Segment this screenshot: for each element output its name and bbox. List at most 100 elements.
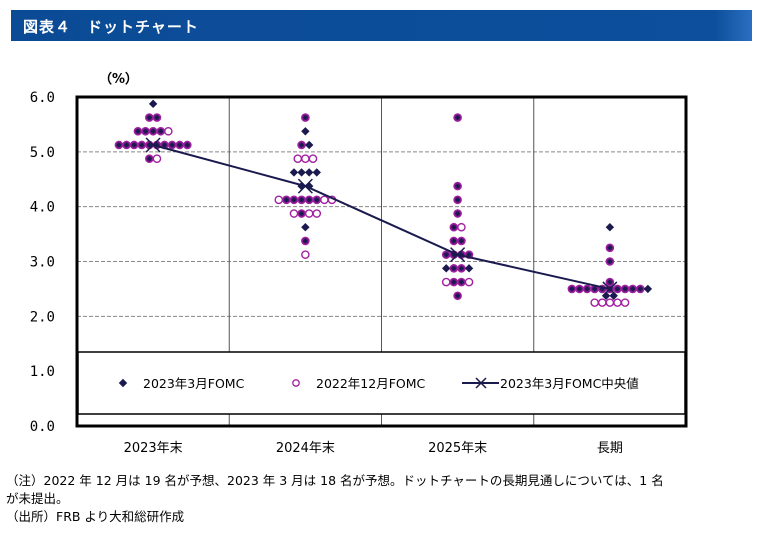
y-tick-label: 4.0 [30,200,55,216]
legend-label: 2022年12月FOMC [316,376,426,391]
open-circle-marker [320,195,329,205]
diamond-marker [135,128,141,134]
diamond-marker [124,142,130,148]
dot-markers [114,99,653,307]
diamond-marker [643,284,653,294]
open-circle-marker [613,298,622,307]
diamond-marker [630,286,636,292]
figure-header: 図表４ ドットチャート [11,10,752,41]
diamond-marker [607,279,613,285]
open-circle-marker [292,379,300,387]
diamond-marker [455,197,461,203]
open-circle-marker [605,298,615,307]
median-line [145,137,618,297]
diamond-marker [116,142,122,148]
diamond-marker [637,286,643,292]
diamond-marker [301,223,310,232]
open-circle-marker [464,277,474,287]
median-x-marker [602,281,618,297]
diamond-marker [569,286,575,292]
diamond-marker [146,156,152,162]
median-x-marker [475,377,487,389]
diamond-marker [146,115,152,121]
x-axis-label: 2025年末 [428,441,487,456]
figure-title: 図表４ ドットチャート [23,18,199,36]
median-x-marker [145,137,161,153]
y-tick-label: 1.0 [30,364,55,380]
x-axis-label: 長期 [597,441,623,456]
diamond-marker [576,286,582,292]
diamond-marker [304,140,314,150]
diamond-marker [605,223,615,232]
y-tick-label: 2.0 [30,309,55,325]
diamond-marker [455,115,461,121]
note-line: （注）2022 年 12 月は 19 名が予想、2023 年 3 月は 18 名… [6,473,664,488]
diamond-marker [601,291,611,300]
diamond-marker [148,99,158,109]
diamond-marker [146,142,152,148]
open-circle-marker [308,154,318,163]
median-x-marker [450,247,466,263]
diamond-marker [443,252,449,258]
open-circle-marker [301,154,310,163]
diamond-marker [466,252,472,258]
legend-label: 2023年3月FOMC [143,376,245,391]
diamond-marker [154,115,160,121]
diamond-marker [297,168,306,177]
open-circle-marker [304,209,314,218]
diamond-marker [169,142,175,148]
open-circle-marker [164,126,173,136]
diamond-marker [455,183,461,189]
open-circle-marker [152,154,162,163]
footnotes: （注）2022 年 12 月は 19 名が予想、2023 年 3 月は 18 名… [6,472,756,526]
open-circle-marker [441,277,451,287]
y-tick-label: 6.0 [30,90,55,106]
legend-label: 2023年3月FOMC中央値 [500,376,639,391]
diamond-marker [584,286,590,292]
gridlines [77,151,686,317]
diamond-marker [614,286,620,292]
open-circle-marker [590,298,599,307]
y-tick-label: 5.0 [30,145,55,161]
diamond-marker [622,286,628,292]
legend-box [77,351,686,415]
open-circle-marker [301,250,310,259]
y-axis-ticks: 0.0 1.0 2.0 3.0 4.0 5.0 6.0 [30,90,55,435]
open-circle-marker [289,209,299,218]
x-axis-label: 2024年末 [276,441,335,456]
open-circle-marker [293,154,303,163]
diamond-marker [283,197,289,203]
diamond-marker [302,115,308,121]
median-polyline [152,144,611,290]
diamond-marker [118,378,128,388]
diamond-marker [592,286,598,292]
open-circle-marker [312,209,322,218]
open-circle-marker [457,222,466,232]
open-circle-marker [274,195,284,205]
diamond-marker [131,142,137,148]
diamond-marker [304,168,314,177]
diamond-marker [451,279,457,285]
diamond-marker [609,291,618,300]
diamond-marker [455,211,461,217]
diamond-marker [184,142,190,148]
diamond-marker [607,258,613,265]
plot-frame [75,95,688,428]
x-axis-labels: 2023年末 2024年末 2025年末 長期 [124,441,623,456]
diamond-marker [607,245,613,251]
diamond-marker [289,168,299,177]
diamond-marker [464,264,474,273]
y-tick-label: 3.0 [30,255,55,271]
diamond-marker [150,128,156,134]
y-tick-label: 0.0 [30,419,55,435]
legend: 2023年3月FOMC 2022年12月FOMC 2023年3月FOMC中央値 [77,351,686,415]
diamond-marker [301,127,310,136]
open-circle-marker [620,298,630,307]
diamond-marker [312,168,321,177]
diamond-marker [455,293,461,299]
median-x-marker [297,178,313,194]
source-line: （出所）FRB より大和総研作成 [6,509,185,524]
open-circle-marker [597,298,607,307]
y-axis-unit: （%） [99,72,139,87]
